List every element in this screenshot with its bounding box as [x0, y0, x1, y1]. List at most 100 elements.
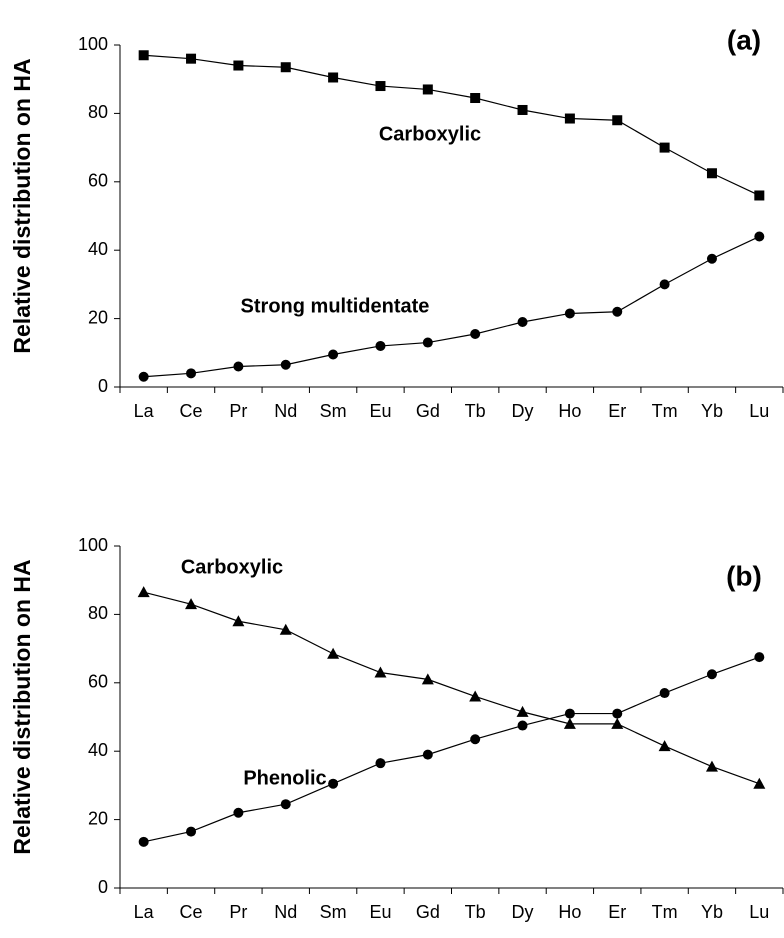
y-tick-label: 80: [88, 603, 108, 623]
marker: [328, 72, 339, 83]
marker: [612, 115, 623, 126]
marker: [754, 231, 765, 242]
marker: [138, 371, 149, 382]
marker: [470, 328, 481, 339]
x-tick-label: Yb: [701, 902, 723, 922]
marker: [612, 708, 623, 719]
marker: [517, 317, 528, 328]
marker: [375, 758, 386, 769]
panel-label: (a): [727, 24, 761, 55]
x-tick-label: Ce: [180, 902, 203, 922]
marker: [233, 807, 244, 818]
y-tick-label: 0: [98, 376, 108, 396]
marker: [422, 84, 433, 95]
marker: [564, 308, 575, 319]
x-tick-label: Yb: [701, 401, 723, 421]
x-tick-label: Nd: [274, 902, 297, 922]
x-tick-label: Lu: [749, 902, 769, 922]
series-line: [143, 54, 760, 197]
x-tick-label: La: [134, 401, 155, 421]
marker: [138, 836, 149, 847]
x-tick-label: Ho: [558, 401, 581, 421]
marker: [422, 749, 433, 760]
x-tick-label: Tm: [652, 401, 678, 421]
series-line: [143, 235, 760, 378]
x-tick-label: Gd: [416, 902, 440, 922]
marker: [611, 717, 624, 729]
marker: [659, 279, 670, 290]
series-annotation: Carboxylic: [379, 123, 481, 145]
y-tick-label: 0: [98, 877, 108, 897]
y-tick-label: 20: [88, 307, 108, 327]
marker: [706, 669, 717, 680]
x-tick-label: Sm: [320, 902, 347, 922]
x-tick-label: Gd: [416, 401, 440, 421]
marker: [185, 598, 198, 610]
marker: [470, 734, 481, 745]
marker: [563, 717, 576, 729]
x-tick-label: Eu: [369, 401, 391, 421]
marker: [375, 340, 386, 351]
marker: [137, 586, 150, 598]
marker: [517, 104, 528, 115]
marker: [374, 666, 387, 678]
marker: [659, 142, 670, 153]
y-tick-label: 80: [88, 102, 108, 122]
marker: [470, 93, 481, 104]
marker: [754, 190, 765, 201]
marker: [516, 705, 529, 717]
x-tick-label: Nd: [274, 401, 297, 421]
x-tick-label: Ho: [558, 902, 581, 922]
marker: [280, 62, 291, 73]
x-tick-label: Pr: [229, 401, 247, 421]
marker: [232, 615, 245, 627]
x-tick-label: Dy: [512, 401, 534, 421]
x-tick-label: Sm: [320, 401, 347, 421]
marker: [564, 708, 575, 719]
marker: [753, 777, 766, 789]
y-tick-label: 100: [78, 535, 108, 555]
marker: [658, 740, 671, 752]
y-tick-label: 60: [88, 171, 108, 191]
marker: [280, 799, 291, 810]
x-tick-label: Er: [608, 902, 626, 922]
x-tick-label: Tb: [465, 902, 486, 922]
x-tick-label: La: [134, 902, 155, 922]
marker: [422, 337, 433, 348]
x-tick-label: Pr: [229, 902, 247, 922]
y-axis-label: Relative distribution on HA: [9, 58, 35, 353]
y-tick-label: 20: [88, 808, 108, 828]
marker: [328, 349, 339, 360]
marker: [328, 778, 339, 789]
marker: [279, 623, 292, 635]
marker: [469, 690, 482, 702]
marker: [327, 647, 340, 659]
x-tick-label: Er: [608, 401, 626, 421]
x-tick-label: Dy: [512, 902, 534, 922]
marker: [186, 368, 197, 379]
marker: [659, 688, 670, 699]
series-annotation: Strong multidentate: [241, 295, 430, 317]
series-line: [143, 656, 760, 843]
y-tick-label: 100: [78, 34, 108, 54]
marker: [421, 673, 434, 685]
panel-label: (b): [726, 560, 762, 591]
marker: [706, 253, 717, 264]
y-tick-label: 60: [88, 672, 108, 692]
x-tick-label: Tm: [652, 902, 678, 922]
series-annotation: Carboxylic: [181, 556, 283, 578]
x-tick-label: Lu: [749, 401, 769, 421]
y-tick-label: 40: [88, 740, 108, 760]
x-tick-label: Tb: [465, 401, 486, 421]
marker: [705, 760, 718, 772]
marker: [564, 113, 575, 124]
x-tick-label: Ce: [180, 401, 203, 421]
y-axis-label: Relative distribution on HA: [9, 559, 35, 854]
x-tick-label: Eu: [369, 902, 391, 922]
marker: [233, 60, 244, 71]
marker: [612, 306, 623, 317]
marker: [186, 53, 197, 64]
marker: [280, 359, 291, 370]
marker: [706, 168, 717, 179]
